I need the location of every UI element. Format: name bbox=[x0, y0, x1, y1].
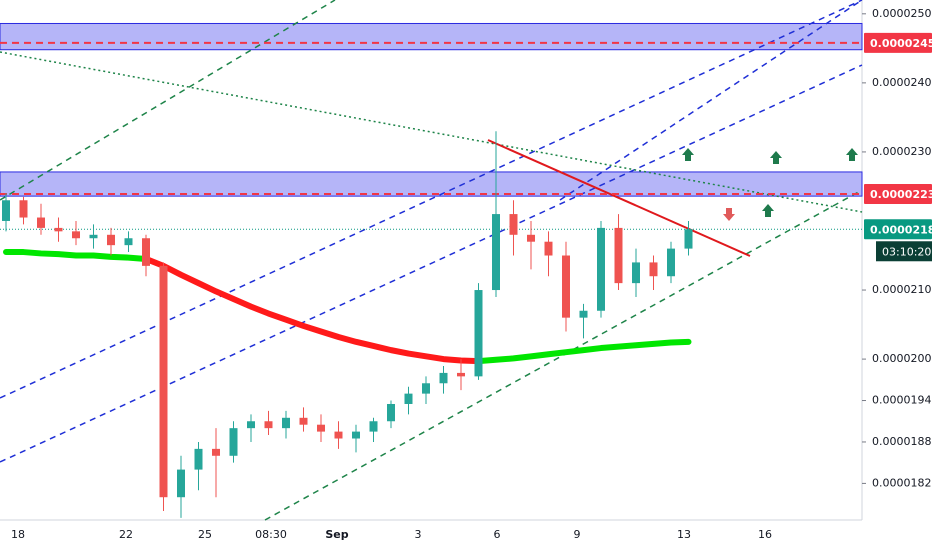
y-tick-label: 0.00002100 bbox=[872, 283, 932, 296]
candle-body bbox=[649, 262, 658, 277]
candle-body bbox=[334, 431, 343, 439]
candle-body bbox=[667, 248, 675, 277]
candle-body bbox=[562, 255, 570, 318]
candle-body bbox=[527, 234, 535, 242]
channel-line bbox=[559, 0, 863, 201]
price-label-box bbox=[864, 184, 932, 205]
candle-body bbox=[387, 403, 395, 422]
candle-body bbox=[422, 383, 430, 394]
price-label: 0.00002458 bbox=[870, 37, 932, 50]
trend-line bbox=[487, 139, 751, 257]
candle-body bbox=[579, 310, 588, 318]
x-tick-label: 13 bbox=[677, 528, 691, 541]
candle-body bbox=[72, 231, 80, 239]
price-label-box bbox=[864, 219, 932, 240]
candle-body bbox=[264, 421, 273, 429]
candle-body bbox=[177, 469, 185, 498]
x-tick-label: 3 bbox=[415, 528, 422, 541]
candle-body bbox=[124, 238, 133, 246]
y-tick-label: 0.00001940 bbox=[872, 394, 932, 407]
candle-body bbox=[282, 417, 290, 429]
y-tick-label: 0.00002300 bbox=[872, 145, 932, 158]
candle-body bbox=[684, 229, 693, 249]
y-tick-label: 0.00002500 bbox=[872, 7, 932, 20]
candle-body bbox=[37, 217, 45, 228]
x-tick-label: 18 bbox=[11, 528, 25, 541]
candle-body bbox=[159, 265, 168, 498]
candle-body bbox=[299, 417, 308, 425]
candle-body bbox=[317, 424, 325, 432]
up-arrow bbox=[846, 148, 858, 161]
channel-line bbox=[0, 64, 863, 463]
countdown-box bbox=[876, 241, 932, 262]
candle-body bbox=[19, 200, 28, 218]
candle-body bbox=[352, 431, 360, 439]
zone bbox=[0, 22, 863, 51]
candle-body bbox=[509, 214, 518, 235]
zone bbox=[0, 171, 863, 197]
candle-body bbox=[2, 200, 10, 221]
candle-body bbox=[212, 448, 220, 456]
channel-line bbox=[0, 0, 863, 399]
candle-body bbox=[54, 227, 63, 232]
candle-body bbox=[439, 372, 448, 384]
y-tick-label: 0.00001880 bbox=[872, 435, 932, 448]
candle-body bbox=[194, 448, 203, 470]
candle-body bbox=[404, 393, 413, 404]
up-arrow bbox=[682, 148, 694, 161]
x-tick-label: 22 bbox=[119, 528, 133, 541]
trend-line bbox=[0, 51, 863, 213]
x-tick-label: 9 bbox=[574, 528, 581, 541]
y-tick-label: 0.00002000 bbox=[872, 352, 932, 365]
countdown: 03:10:20 bbox=[882, 245, 931, 258]
candle-body bbox=[89, 234, 98, 239]
candle-body bbox=[229, 428, 238, 456]
candle-body bbox=[544, 241, 553, 256]
candle-body bbox=[632, 262, 640, 284]
up-arrow bbox=[762, 204, 774, 217]
up-arrow bbox=[770, 151, 782, 164]
down-arrow bbox=[723, 208, 735, 221]
x-tick-label: 08:30 bbox=[255, 528, 287, 541]
x-tick-label: 16 bbox=[758, 528, 772, 541]
y-tick-label: 0.00002400 bbox=[872, 76, 932, 89]
candle-body bbox=[614, 227, 623, 284]
price-label: 0.00002239 bbox=[870, 188, 932, 201]
x-tick-label: Sep bbox=[325, 528, 348, 541]
candle-body bbox=[474, 290, 483, 377]
moving-average bbox=[143, 255, 482, 365]
price-label: 0.00002188 bbox=[870, 223, 932, 236]
candle-body bbox=[369, 421, 378, 432]
candle-body bbox=[597, 227, 605, 311]
x-tick-label: 25 bbox=[198, 528, 212, 541]
candle-body bbox=[247, 421, 255, 429]
y-tick-label: 0.00001820 bbox=[872, 476, 932, 489]
price-label-box bbox=[864, 32, 932, 53]
x-tick-label: 6 bbox=[494, 528, 501, 541]
candle-body bbox=[457, 372, 465, 377]
candle-body bbox=[142, 238, 150, 266]
candle-body bbox=[107, 234, 115, 246]
candle-body bbox=[492, 214, 500, 291]
moving-average bbox=[3, 249, 692, 365]
